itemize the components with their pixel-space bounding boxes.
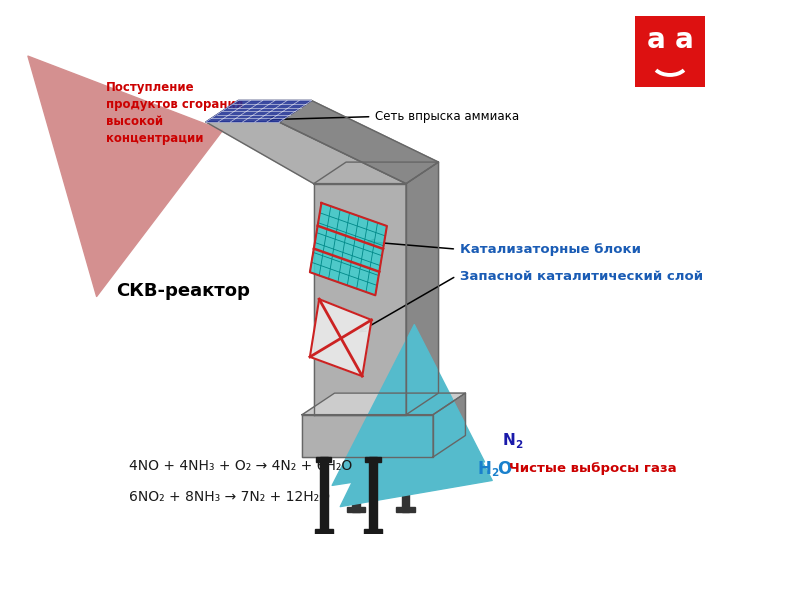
- Text: Запасной каталитический слой: Запасной каталитический слой: [460, 269, 703, 283]
- Polygon shape: [314, 184, 406, 415]
- Polygon shape: [279, 100, 438, 184]
- Polygon shape: [320, 457, 328, 534]
- Polygon shape: [396, 507, 414, 512]
- Polygon shape: [364, 529, 382, 534]
- Polygon shape: [406, 162, 438, 415]
- Polygon shape: [310, 299, 371, 376]
- Polygon shape: [314, 529, 333, 534]
- Polygon shape: [302, 415, 433, 457]
- Polygon shape: [433, 393, 466, 457]
- Text: a: a: [646, 26, 666, 53]
- Text: Сеть впрыска аммиака: Сеть впрыска аммиака: [375, 110, 519, 123]
- Polygon shape: [398, 436, 413, 441]
- Polygon shape: [402, 436, 410, 512]
- Polygon shape: [206, 100, 311, 122]
- Polygon shape: [352, 436, 360, 512]
- Polygon shape: [310, 203, 387, 295]
- FancyBboxPatch shape: [633, 15, 707, 88]
- Polygon shape: [347, 507, 366, 512]
- Polygon shape: [314, 162, 438, 184]
- Text: N: N: [502, 433, 515, 448]
- Text: Катализаторные блоки: Катализаторные блоки: [460, 242, 641, 256]
- Text: 2: 2: [515, 440, 522, 449]
- Text: 2: 2: [492, 468, 499, 478]
- Polygon shape: [206, 100, 311, 122]
- Text: 4NO + 4NH₃ + O₂ → 4N₂ + 6H₂O: 4NO + 4NH₃ + O₂ → 4N₂ + 6H₂O: [129, 459, 352, 473]
- Text: СКВ-реактор: СКВ-реактор: [116, 283, 250, 301]
- Text: H: H: [478, 460, 492, 478]
- Polygon shape: [369, 457, 377, 534]
- Polygon shape: [302, 393, 466, 415]
- Text: Поступление
продуктов сгорания
высокой
концентрации: Поступление продуктов сгорания высокой к…: [106, 81, 243, 145]
- Text: Чистые выбросы газа: Чистые выбросы газа: [509, 462, 676, 475]
- Text: O: O: [497, 460, 511, 478]
- Polygon shape: [316, 457, 331, 463]
- Polygon shape: [366, 457, 381, 463]
- Text: a: a: [674, 26, 694, 53]
- Polygon shape: [349, 436, 364, 441]
- Polygon shape: [206, 122, 406, 184]
- Text: 6NO₂ + 8NH₃ → 7N₂ + 12H₂O: 6NO₂ + 8NH₃ → 7N₂ + 12H₂O: [129, 490, 330, 504]
